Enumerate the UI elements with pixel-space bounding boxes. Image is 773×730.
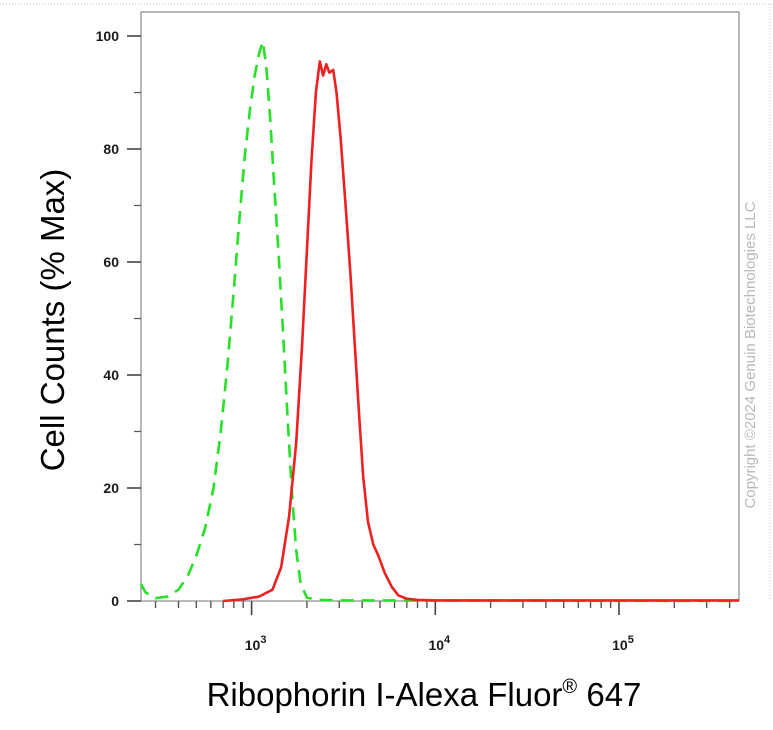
x-tick-label-base: 10 (428, 637, 444, 653)
y-tick-label: 100 (96, 28, 120, 44)
y-axis-title: Cell Counts (% Max) (34, 169, 71, 472)
x-minor-ticks (154, 601, 731, 608)
y-tick-label: 40 (103, 367, 119, 383)
x-tick-label: 104 (428, 634, 451, 653)
series-layer (139, 40, 740, 603)
x-tick-label-exponent: 5 (628, 634, 634, 646)
copyright-watermark: Copyright ©2024 Genuin Biotechnologies L… (742, 201, 759, 508)
x-axis-title: Ribophorin I-Alexa Fluor® 647 (207, 676, 642, 713)
series-line-solid (222, 60, 739, 603)
x-tick-label: 103 (245, 634, 267, 653)
x-axis-ticks: 103 104 105 (245, 601, 634, 653)
x-tick-label-base: 10 (612, 637, 628, 653)
plot-frame (140, 11, 740, 602)
y-tick-label: 0 (111, 593, 119, 609)
series-line-dashed (139, 40, 740, 603)
x-axis-title-registered-mark: ® (562, 676, 577, 698)
x-axis-title-main: Ribophorin I-Alexa Fluor (207, 676, 563, 713)
x-tick-label-exponent: 4 (444, 634, 451, 646)
y-axis-ticks: 0 20 40 60 80 100 (96, 28, 141, 609)
y-tick-label: 60 (103, 254, 119, 270)
x-tick-label-base: 10 (245, 637, 261, 653)
x-axis-title-suffix: 647 (577, 676, 641, 713)
y-tick-label: 20 (103, 480, 119, 496)
y-tick-label: 80 (103, 141, 119, 157)
x-tick-label: 105 (612, 634, 634, 653)
x-tick-label-exponent: 3 (260, 634, 266, 646)
